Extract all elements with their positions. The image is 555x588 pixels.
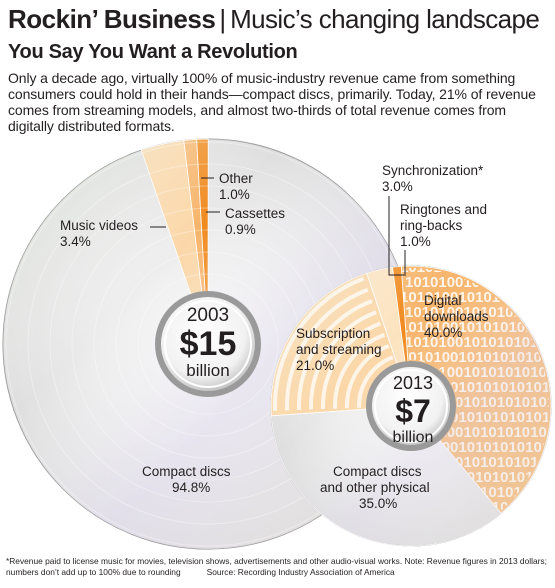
source-credit: Source: Recording Industry Association o… [206,567,395,577]
label-other-name: Other [219,171,253,186]
unit-2003: billion [186,361,229,380]
disc-2003-hub-ring [164,300,252,388]
brand-title: Rockin’ Business [8,4,216,34]
leader-sync [388,196,404,276]
disc-2013-hub-ring [374,369,448,443]
label-ringtones-name-1: Ringtones and [400,202,487,217]
section-title: Music’s changing landscape [230,4,540,34]
footnote: *Revenue paid to license music for movie… [6,556,554,578]
label-physical-value: 35.0% [359,496,397,511]
label-cd-name: Compact discs [142,464,231,479]
footnote-line-1: *Revenue paid to license music for movie… [6,556,547,566]
label-digital-name-1: Digital [424,293,462,308]
label-sync-value: 3.0% [382,179,413,194]
label-streaming-name-2: and streaming [296,342,382,357]
label-music-videos-name: Music videos [60,218,138,233]
label-digital-value: 40.0% [424,325,462,340]
label-other-value: 1.0% [219,187,250,202]
year-2013: 2013 [393,373,433,393]
label-ringtones-value: 1.0% [400,234,431,249]
footnote-line-2: numbers don’t add up to 100% due to roun… [6,567,181,577]
label-digital-name-2: downloads [424,309,489,324]
label-sync-name: Synchronization* [382,163,484,178]
label-ringtones-name-2: ring-backs [400,218,463,233]
label-cassettes-name: Cassettes [225,206,285,221]
label-physical-name-2: and other physical [320,480,430,495]
disc-2013-hub [366,361,456,451]
label-cd-value: 94.8% [172,480,210,495]
label-streaming-value: 21.0% [296,358,334,373]
total-2003: $15 [180,325,237,363]
disc-2003-hub [155,291,261,397]
label-music-videos-value: 3.4% [60,234,91,249]
total-2013: $7 [395,393,431,429]
unit-2013: billion [393,429,434,446]
label-cassettes-value: 0.9% [225,222,256,237]
year-2003: 2003 [187,305,229,326]
title-separator: | [219,4,227,34]
header: Rockin’ Business | Music’s changing landsc… [8,4,553,40]
subhead: You Say You Want a Revolution [8,41,298,63]
intro-text: Only a decade ago, virtually 100% of mus… [8,70,536,134]
label-physical-name-1: Compact discs [333,464,422,479]
label-streaming-name-1: Subscription [296,326,370,341]
